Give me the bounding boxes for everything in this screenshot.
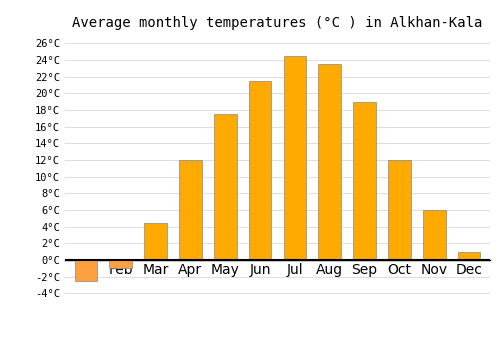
Bar: [110, 260, 132, 268]
Bar: [318, 64, 341, 260]
Bar: [458, 252, 480, 260]
Bar: [388, 160, 410, 260]
Bar: [249, 81, 272, 260]
Bar: [179, 160, 202, 260]
Bar: [144, 223, 167, 260]
Bar: [354, 102, 376, 260]
Bar: [284, 56, 306, 260]
Title: Average monthly temperatures (°C ) in Alkhan-Kala: Average monthly temperatures (°C ) in Al…: [72, 16, 482, 30]
Bar: [423, 210, 446, 260]
Bar: [74, 260, 97, 281]
Bar: [214, 114, 236, 260]
